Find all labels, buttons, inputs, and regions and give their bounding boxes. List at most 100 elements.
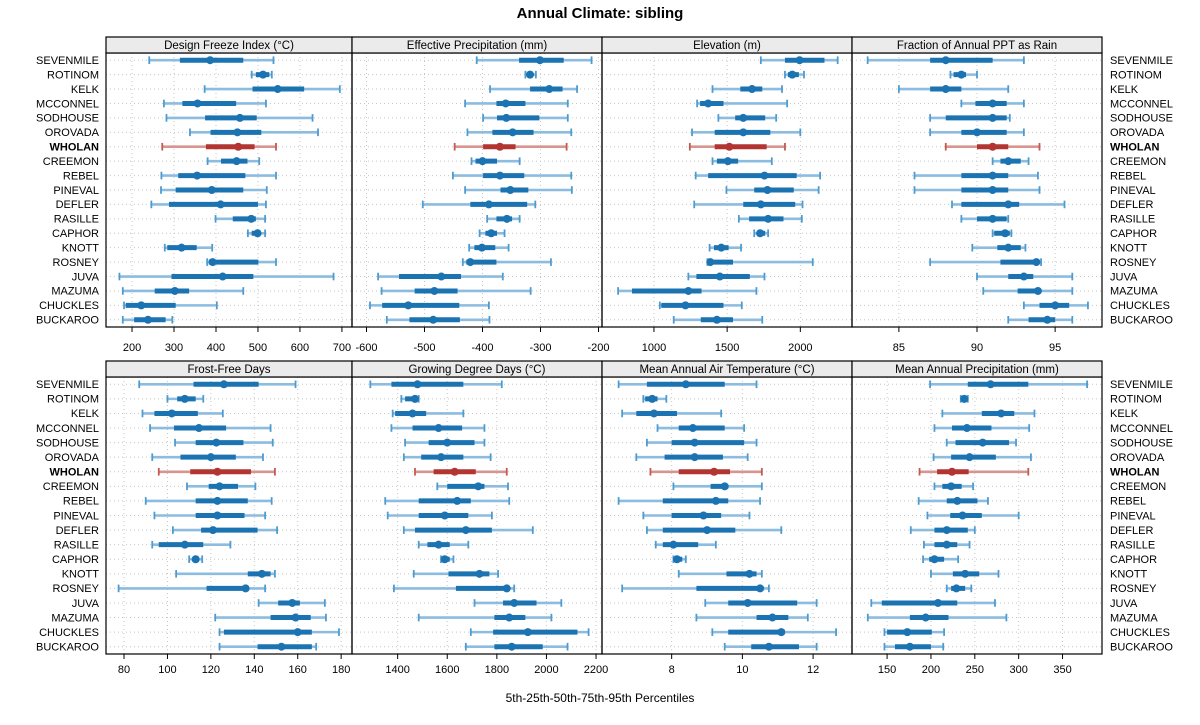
station-label-left-sevenmile: SEVENMILE [36,55,99,67]
axis-tick-label: 95 [1049,342,1061,354]
median-dot [434,540,443,549]
median-dot [739,113,748,122]
station-label-right-juva: JUVA [1110,271,1138,283]
median-dot [191,555,200,564]
median-dot [288,598,297,607]
median-dot [704,99,713,108]
median-dot [962,424,971,433]
axis-tick-label: 2000 [788,342,812,354]
panel-header-title: Growing Degree Days (°C) [409,364,546,376]
median-dot [973,128,981,137]
median-dot [206,453,215,462]
median-dot [720,482,729,491]
median-dot [988,113,997,122]
median-dot [699,511,708,520]
station-label-left-rasille: RASILLE [54,214,99,226]
median-dot [545,85,554,94]
median-dot [253,229,262,238]
median-dot [978,438,987,447]
median-dot [756,229,765,238]
station-label-right-sodhouse: SODHOUSE [1110,437,1173,449]
station-label-left-chuckles: CHUCKLES [39,627,99,639]
station-label-right-sevenmile: SEVENMILE [1110,379,1173,391]
median-dot [681,380,690,389]
median-dot [506,186,515,194]
median-dot [443,438,452,447]
station-label-left-wholan: WHOLAN [50,467,100,479]
station-label-left-knott: KNOTT [62,242,100,254]
median-dot [764,642,773,651]
median-dot [143,315,152,324]
axis-tick-label: 120 [202,664,220,676]
axis-tick-label: 500 [249,342,267,354]
median-dot [234,142,243,151]
axis-tick-label: 250 [966,664,984,676]
median-dot [495,142,504,151]
station-label-right-creemon: CREEMON [1110,156,1166,168]
median-dot [715,272,724,281]
station-label-left-rasille: RASILLE [54,539,99,551]
median-dot [777,628,786,637]
station-label-right-orovada: OROVADA [1110,127,1165,139]
station-label-right-orovada: OROVADA [1110,452,1165,464]
axis-tick-label: -500 [413,342,435,354]
median-dot [502,214,511,223]
median-dot [1019,272,1028,281]
median-dot [241,584,250,593]
median-dot [903,628,912,637]
station-label-right-wholan: WHOLAN [1110,467,1160,479]
axis-tick-label: 2000 [534,664,558,676]
median-dot [921,613,930,622]
station-label-right-pineval: PINEVAL [1110,510,1156,522]
axis-tick-label: 1800 [485,664,509,676]
median-dot [988,171,997,180]
median-dot [502,113,511,122]
median-dot [208,258,217,267]
station-label-left-pineval: PINEVAL [53,510,99,522]
median-dot [212,438,221,447]
median-dot [232,157,241,166]
median-dot [1001,229,1010,238]
station-label-left-defler: DEFLER [56,199,99,211]
station-label-right-mcconnel: MCCONNEL [1110,423,1173,435]
median-dot [711,496,720,505]
median-dot [437,453,446,462]
median-dot [461,526,470,535]
median-dot [429,315,438,324]
station-label-left-kelk: KELK [71,408,100,420]
station-label-left-pineval: PINEVAL [53,185,99,197]
median-dot [942,526,951,535]
median-dot [209,526,218,535]
median-dot [216,200,225,209]
station-label-right-knott: KNOTT [1110,242,1148,254]
median-dot [764,214,773,223]
median-dot [502,584,511,593]
station-label-left-defler: DEFLER [56,525,99,537]
median-dot [710,467,719,476]
median-dot [194,424,203,433]
median-dot [988,214,997,223]
median-dot [748,85,757,94]
median-dot [440,511,449,520]
median-dot [408,409,417,418]
station-label-right-kelk: KELK [1110,84,1139,96]
median-dot [413,380,422,389]
axis-tick-label: 200 [123,342,141,354]
axis-tick-label: 700 [333,342,351,354]
median-dot [948,467,956,476]
station-label-right-rotinom: ROTINOM [1110,69,1162,81]
axis-tick-label: 8 [669,664,675,676]
median-dot [505,613,514,622]
median-dot [535,56,544,65]
median-dot [215,482,224,491]
median-dot [213,467,222,476]
station-label-right-rebel: REBEL [1110,496,1146,508]
median-dot [1043,315,1052,324]
station-label-right-wholan: WHOLAN [1110,142,1160,154]
median-dot [688,424,697,433]
station-label-right-chuckles: CHUCKLES [1110,300,1170,312]
station-label-right-rotinom: ROTINOM [1110,394,1162,406]
median-dot [213,496,222,505]
station-label-right-mazuma: MAZUMA [1110,286,1158,298]
station-label-left-mazuma: MAZUMA [51,612,99,624]
